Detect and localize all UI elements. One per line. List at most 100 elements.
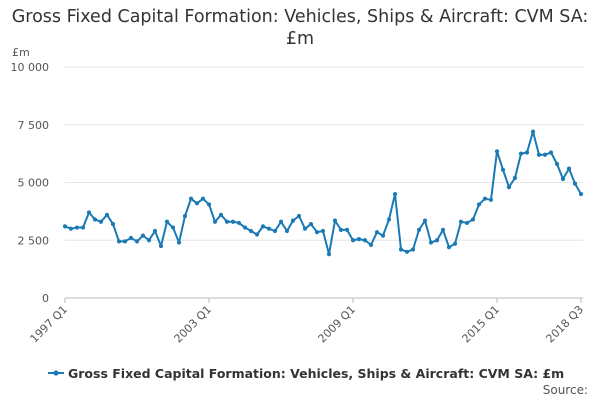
chart-title: Gross Fixed Capital Formation: Vehicles,… <box>11 7 589 49</box>
data-point[interactable] <box>158 243 164 249</box>
data-point[interactable] <box>110 221 116 227</box>
data-point[interactable] <box>296 213 302 219</box>
data-point[interactable] <box>362 238 368 243</box>
data-point[interactable] <box>464 220 470 226</box>
data-point[interactable] <box>488 197 494 202</box>
data-point[interactable] <box>380 233 386 238</box>
data-point[interactable] <box>122 239 128 244</box>
data-point[interactable] <box>398 247 404 252</box>
data-point[interactable] <box>128 235 134 241</box>
data-point[interactable] <box>62 224 68 229</box>
data-point[interactable] <box>530 129 536 134</box>
data-point[interactable] <box>212 219 218 224</box>
data-point[interactable] <box>542 152 548 157</box>
series-group <box>62 129 584 257</box>
data-point[interactable] <box>566 166 572 171</box>
x-axis-ticks: 1997 Q1 2003 Q1 2009 Q1 2015 Q1 2018 Q3 <box>28 298 587 346</box>
data-point[interactable] <box>416 227 422 232</box>
data-point[interactable] <box>410 247 416 252</box>
data-point[interactable] <box>500 167 506 172</box>
data-point[interactable] <box>332 218 338 223</box>
data-point[interactable] <box>428 240 434 245</box>
x-tick-label: 2018 Q3 <box>544 303 587 346</box>
data-point[interactable] <box>200 196 206 201</box>
data-point[interactable] <box>482 196 488 201</box>
data-point[interactable] <box>548 150 554 155</box>
data-point[interactable] <box>230 219 236 224</box>
data-point[interactable] <box>224 219 230 224</box>
data-point[interactable] <box>560 176 566 182</box>
data-point[interactable] <box>272 228 278 234</box>
data-point[interactable] <box>104 212 110 217</box>
data-point[interactable] <box>170 225 176 230</box>
data-point[interactable] <box>176 240 182 245</box>
data-point[interactable] <box>80 225 86 230</box>
data-point[interactable] <box>494 149 500 154</box>
legend-marker-icon <box>53 370 59 376</box>
data-point[interactable] <box>506 185 512 190</box>
data-point[interactable] <box>446 245 452 250</box>
legend[interactable]: Gross Fixed Capital Formation: Vehicles,… <box>48 366 564 381</box>
data-point[interactable] <box>320 228 326 234</box>
data-point[interactable] <box>194 201 200 206</box>
data-point[interactable] <box>386 217 392 222</box>
data-point[interactable] <box>164 219 170 224</box>
data-point[interactable] <box>476 202 482 207</box>
data-point[interactable] <box>248 228 254 234</box>
data-point[interactable] <box>188 196 194 201</box>
data-point[interactable] <box>344 227 350 232</box>
x-tick-label: 1997 Q1 <box>28 303 71 346</box>
data-point[interactable] <box>260 224 266 229</box>
data-point[interactable] <box>452 241 458 246</box>
data-point[interactable] <box>254 232 260 237</box>
y-tick-label: 2 500 <box>18 234 50 247</box>
data-point[interactable] <box>236 220 242 226</box>
data-point[interactable] <box>338 227 344 232</box>
data-point[interactable] <box>404 249 410 254</box>
data-point[interactable] <box>554 161 560 167</box>
y-tick-label: 5 000 <box>18 177 50 190</box>
data-point[interactable] <box>524 150 530 155</box>
data-point[interactable] <box>284 228 290 234</box>
legend-label: Gross Fixed Capital Formation: Vehicles,… <box>68 366 564 381</box>
data-point[interactable] <box>182 213 188 219</box>
data-point[interactable] <box>278 219 284 224</box>
data-point[interactable] <box>518 151 524 156</box>
data-point[interactable] <box>218 212 224 217</box>
data-point[interactable] <box>314 230 320 235</box>
data-point[interactable] <box>458 219 464 224</box>
data-point[interactable] <box>440 227 446 232</box>
data-point[interactable] <box>356 236 362 242</box>
data-point[interactable] <box>326 252 332 257</box>
data-point[interactable] <box>98 219 104 224</box>
data-point[interactable] <box>578 191 584 197</box>
data-point[interactable] <box>86 210 92 215</box>
data-point[interactable] <box>470 217 476 222</box>
data-point[interactable] <box>368 242 374 247</box>
x-tick-label: 2015 Q1 <box>460 303 503 346</box>
data-point[interactable] <box>152 228 158 234</box>
data-point[interactable] <box>206 202 212 207</box>
data-point[interactable] <box>290 218 296 223</box>
data-point[interactable] <box>422 218 428 223</box>
data-point[interactable] <box>146 238 152 243</box>
data-point[interactable] <box>116 239 122 244</box>
data-point[interactable] <box>374 230 380 235</box>
data-point[interactable] <box>140 233 146 238</box>
y-tick-label: 10 000 <box>11 61 50 74</box>
data-point[interactable] <box>308 221 314 227</box>
data-point[interactable] <box>572 181 578 186</box>
x-tick-label: 2009 Q1 <box>316 303 359 346</box>
data-point[interactable] <box>92 217 98 222</box>
data-point[interactable] <box>74 225 80 230</box>
data-point[interactable] <box>242 225 248 230</box>
data-point[interactable] <box>68 226 74 231</box>
data-point[interactable] <box>512 175 518 180</box>
data-point[interactable] <box>266 226 272 231</box>
data-point[interactable] <box>536 152 542 157</box>
data-point[interactable] <box>434 238 440 243</box>
data-point[interactable] <box>302 226 308 231</box>
data-point[interactable] <box>350 238 356 243</box>
data-point[interactable] <box>392 191 398 197</box>
data-point[interactable] <box>134 239 140 244</box>
